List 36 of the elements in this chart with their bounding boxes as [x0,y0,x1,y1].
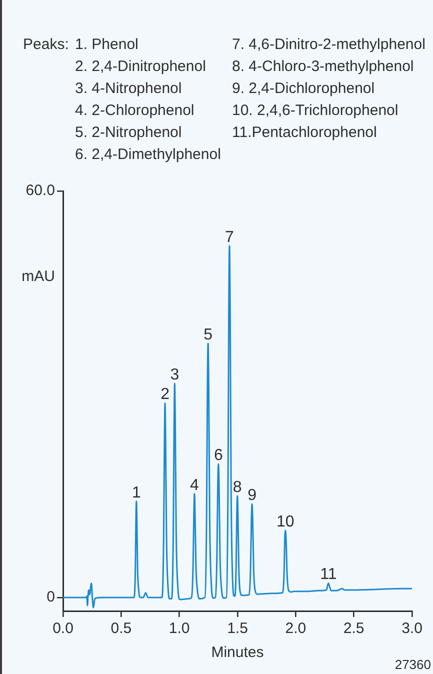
text: 27360 [394,657,431,672]
text: 3. 4-Nitrophenol [75,79,183,99]
annotation: 6 [214,447,223,464]
text: 7. 4,6-Dinitro-2-methylphenol [232,35,426,55]
x-axis-title: Minutes [211,644,264,662]
text: 9. 2,4-Dichlorophenol [232,79,376,99]
annotation: 3 [170,366,180,384]
annotation: 11 [320,566,337,584]
x-tick-label: 2.0 [285,620,306,638]
text: 6. 2,4-Dimethylphenol [75,145,221,165]
x-tick-label: 1.0 [168,620,190,638]
annotation: 2 [160,386,170,404]
line-series [63,245,412,608]
text: Peaks: [23,35,69,55]
text: 8. 4-Chloro-3-methylphenol [232,57,415,77]
x-tick-label: 1.5 [227,620,248,638]
annotation: 10 [276,513,294,530]
y-tick-label: 0 [46,588,55,606]
annotation: 1 [132,484,141,502]
annotation: 8 [232,478,242,496]
y-axis-title: mAU [22,268,55,286]
text: 2. 2,4-Dinitrophenol [75,57,207,77]
y-tick-label: 60.0 [26,182,55,200]
x-tick-label: 3.0 [402,620,422,638]
x-tick-label: 0.5 [110,620,132,638]
text: 11.Pentachlorophenol [232,123,378,143]
x-tick-label: 2.5 [343,620,364,638]
annotation: 7 [225,228,234,246]
annotation: 9 [248,486,257,504]
x-tick-label: 0.0 [52,620,74,638]
text: 1. Phenol [75,35,140,55]
text: 4. 2-Chlorophenol [75,101,196,121]
text: 10. 2,4,6-Trichlorophenol [232,101,400,121]
annotation: 5 [204,326,213,344]
text: 5. 2-Nitrophenol [75,123,183,143]
annotation: 4 [190,476,200,494]
